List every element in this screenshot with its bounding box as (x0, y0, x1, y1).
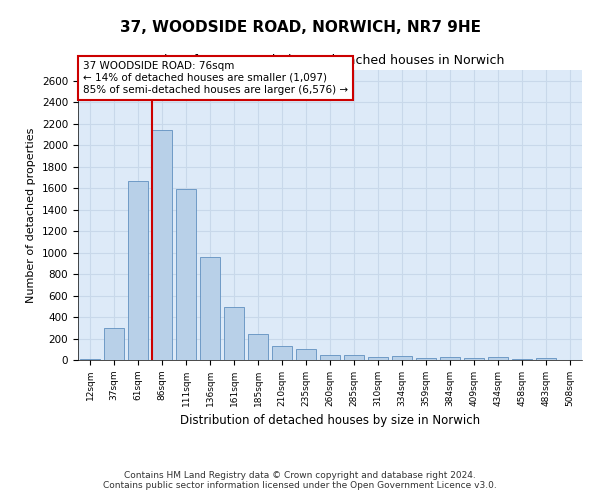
Title: Size of property relative to detached houses in Norwich: Size of property relative to detached ho… (156, 54, 504, 68)
Bar (152, 130, 172, 360)
Y-axis label: Number of detached properties: Number of detached properties (26, 128, 37, 302)
Text: Contains HM Land Registry data © Crown copyright and database right 2024.
Contai: Contains HM Land Registry data © Crown c… (103, 470, 497, 490)
Bar (200, 257, 220, 360)
Bar (248, 334, 268, 360)
Bar (224, 308, 244, 360)
Text: 37 WOODSIDE ROAD: 76sqm
← 14% of detached houses are smaller (1,097)
85% of semi: 37 WOODSIDE ROAD: 76sqm ← 14% of detache… (83, 62, 348, 94)
Text: 37, WOODSIDE ROAD, NORWICH, NR7 9HE: 37, WOODSIDE ROAD, NORWICH, NR7 9HE (119, 20, 481, 35)
Bar (392, 356, 412, 360)
Bar (176, 189, 196, 360)
Bar (104, 328, 124, 360)
Bar (536, 358, 556, 360)
Bar (272, 346, 292, 360)
Bar (440, 357, 460, 360)
Bar (296, 350, 316, 360)
Bar (488, 357, 508, 360)
Bar (368, 357, 388, 360)
Bar (128, 180, 148, 360)
Bar (464, 358, 484, 360)
Bar (416, 358, 436, 360)
X-axis label: Distribution of detached houses by size in Norwich: Distribution of detached houses by size … (180, 414, 480, 428)
Bar (320, 354, 340, 360)
Bar (80, 359, 100, 360)
Bar (344, 354, 364, 360)
